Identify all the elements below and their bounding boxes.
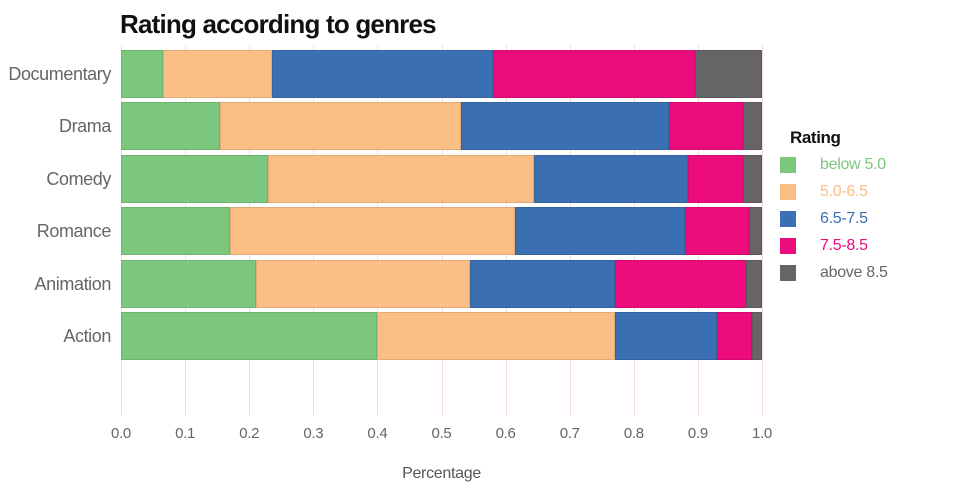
legend: Rating below 5.0 5.0-6.5 6.5-7.5 7.5-8.5 abo…	[780, 128, 888, 292]
legend-title: Rating	[790, 128, 841, 147]
bar-segment	[460, 102, 670, 151]
bar-row-action: Action	[63, 311, 762, 360]
bar-segment	[614, 311, 718, 360]
plot-area: Documentary Drama Comedy Romance Animation Ac…	[8, 45, 772, 482]
chart-title: Rating according to genres	[120, 9, 437, 39]
bar-segment	[121, 259, 256, 308]
bar-segment	[515, 207, 686, 256]
x-tick-label: 0.3	[303, 425, 324, 442]
bar-segment	[121, 102, 221, 151]
bar-segment	[752, 311, 762, 360]
legend-swatch	[780, 238, 796, 254]
y-axis-label: Comedy	[46, 168, 111, 189]
legend-swatch	[780, 157, 796, 173]
bar-segment	[534, 154, 689, 203]
legend-item: above 8.5	[780, 264, 888, 281]
x-tick-label: 0.9	[687, 425, 708, 442]
bar-row-animation: Animation	[35, 259, 762, 308]
legend-items: below 5.0 5.0-6.5 6.5-7.5 7.5-8.5 above 8.5	[780, 156, 888, 281]
bar-segment	[688, 154, 743, 203]
x-tick-label: 0.6	[495, 425, 516, 442]
x-tick-label: 1.0	[752, 425, 772, 442]
bar-segment	[271, 50, 493, 98]
bar-segment	[162, 50, 272, 98]
bar-segment	[255, 259, 471, 308]
bar-segment	[470, 259, 615, 308]
x-tick-label: 0.4	[367, 425, 388, 442]
x-axis-label: Percentage	[402, 465, 481, 482]
legend-swatch	[780, 184, 796, 200]
legend-item: 6.5-7.5	[780, 210, 888, 227]
y-axis-label: Animation	[34, 273, 112, 294]
y-axis-label: Documentary	[8, 64, 111, 84]
bar-segment	[121, 207, 230, 256]
bar-row-drama: Drama	[59, 102, 762, 151]
y-axis-label: Action	[63, 325, 111, 346]
bar-segment	[229, 207, 516, 256]
legend-label: 5.0-6.5	[820, 183, 868, 200]
bar-row-romance: Romance	[37, 207, 762, 256]
bar-segment	[121, 311, 378, 360]
bar-segment	[268, 154, 535, 203]
bar-segment	[745, 259, 762, 308]
x-tick-label: 0.2	[239, 425, 260, 442]
y-axis-label: Drama	[58, 116, 111, 137]
bar-segment	[377, 311, 615, 360]
y-axis-label: Romance	[36, 221, 112, 242]
legend-item: 5.0-6.5	[780, 183, 888, 200]
legend-swatch	[780, 211, 796, 227]
legend-label: above 8.5	[820, 264, 888, 281]
bar-row-documentary: Documentary	[8, 50, 762, 98]
legend-label: 7.5-8.5	[820, 237, 868, 254]
bar-segment	[614, 259, 746, 308]
bar-segment	[492, 50, 695, 98]
x-tick-label: 0.1	[175, 425, 196, 442]
bar-segment	[685, 207, 750, 256]
bar-segment	[742, 102, 762, 151]
bar-segment	[669, 102, 743, 151]
legend-swatch	[780, 265, 796, 281]
legend-item: 7.5-8.5	[780, 237, 888, 254]
bar-segment	[742, 154, 762, 203]
bars: Documentary Drama Comedy Romance Animation Ac…	[8, 50, 762, 364]
bar-segment	[694, 50, 762, 98]
x-axis-ticks: 0.0 0.1 0.2 0.3 0.4 0.5 0.6 0.7 0.8 0.9 1.0	[111, 425, 772, 445]
legend-label: below 5.0	[820, 156, 886, 173]
bar-segment	[121, 50, 163, 98]
bar-segment	[121, 154, 269, 203]
gridline	[762, 45, 763, 415]
legend-item: below 5.0	[780, 156, 888, 173]
bar-segment	[220, 102, 461, 151]
x-tick-label: 0.5	[431, 425, 452, 442]
x-tick-label: 0.0	[111, 425, 131, 442]
x-tick-label: 0.8	[623, 425, 644, 442]
bar-row-comedy: Comedy	[46, 154, 762, 203]
bar-segment	[717, 311, 753, 360]
x-tick-label: 0.7	[559, 425, 580, 442]
bar-segment	[749, 207, 762, 256]
legend-label: 6.5-7.5	[820, 210, 868, 227]
